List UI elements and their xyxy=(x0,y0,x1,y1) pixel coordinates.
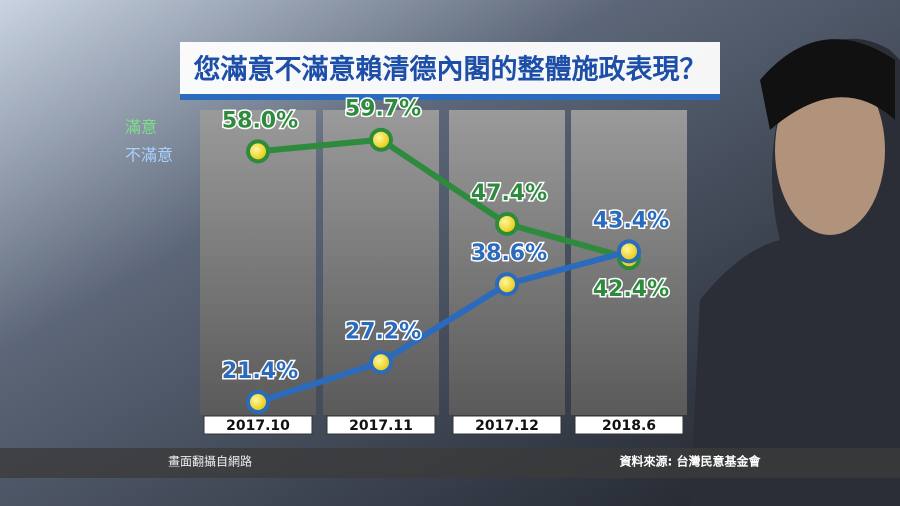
data-point xyxy=(246,139,270,164)
data-point xyxy=(369,350,393,375)
x-tick-label: 2017.10 xyxy=(226,418,290,434)
series-line xyxy=(257,136,630,262)
data-point xyxy=(495,272,519,297)
series-line xyxy=(257,248,630,405)
value-label: 27.2% xyxy=(345,319,421,344)
value-label: 43.4% xyxy=(593,208,669,233)
title-underline xyxy=(180,94,720,100)
value-label: 38.6% xyxy=(471,241,547,266)
category-box xyxy=(326,415,436,435)
data-point xyxy=(617,239,641,264)
x-tick-label: 2018.6 xyxy=(602,418,656,434)
legend-label: 滿意 xyxy=(125,118,157,137)
photo-hair xyxy=(760,39,895,130)
x-tick-label: 2017.11 xyxy=(349,418,413,434)
data-point xyxy=(369,127,393,152)
value-label: 47.4% xyxy=(471,181,547,206)
chart-title: 您滿意不滿意賴清德內閣的整體施政表現？ xyxy=(194,54,707,86)
column-panel xyxy=(449,110,565,415)
value-label: 58.0% xyxy=(222,108,298,133)
footer-left: 畫面翻攝自網路 xyxy=(168,454,252,469)
title-banner xyxy=(180,42,720,100)
value-label: 42.4% xyxy=(593,277,669,302)
data-point xyxy=(246,389,270,414)
category-box xyxy=(452,415,562,435)
data-point xyxy=(495,211,519,236)
x-tick-label: 2017.12 xyxy=(475,418,539,434)
footer-bar xyxy=(0,448,900,478)
legend-label: 不滿意 xyxy=(125,146,173,165)
category-box xyxy=(574,415,684,435)
footer-right: 資料來源: 台灣民意基金會 xyxy=(620,454,762,469)
value-label: 21.4% xyxy=(222,359,298,384)
category-box xyxy=(203,415,313,435)
value-label: 59.7% xyxy=(345,97,421,122)
